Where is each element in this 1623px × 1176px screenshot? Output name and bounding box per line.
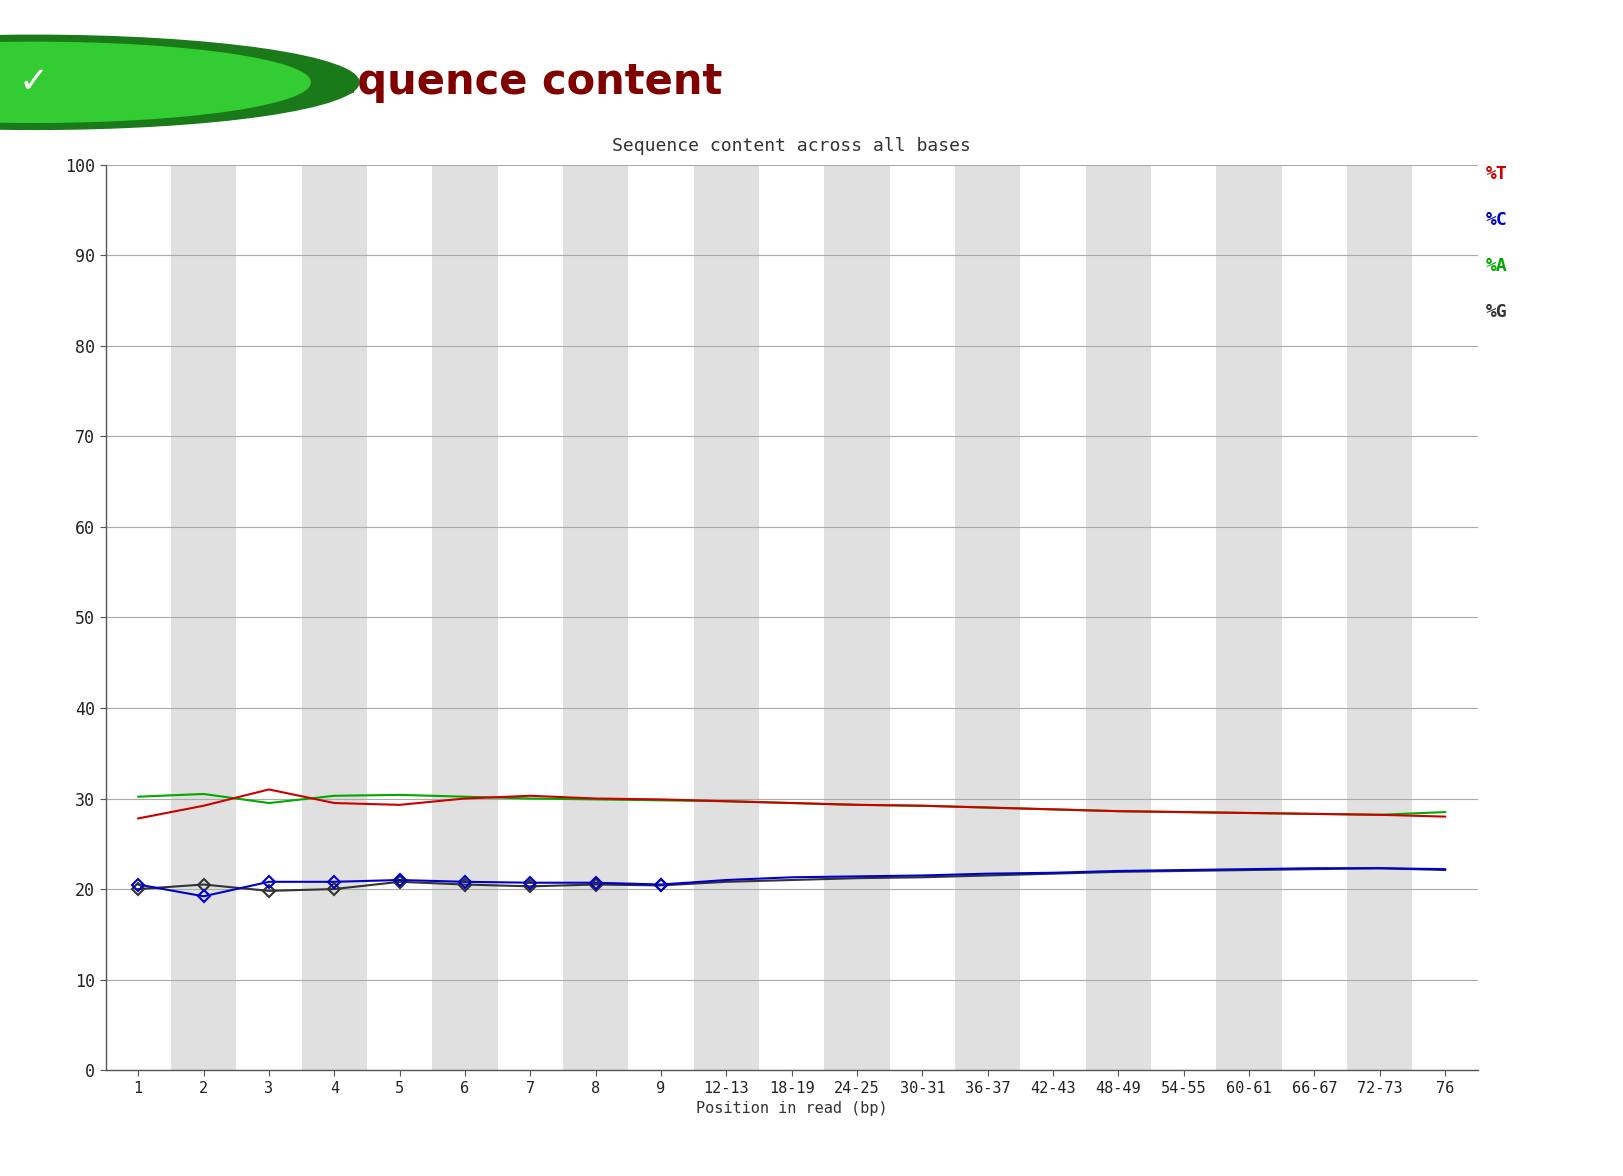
Title: Sequence content across all bases: Sequence content across all bases: [612, 136, 971, 155]
Bar: [628, 165, 693, 1070]
Bar: [954, 165, 1019, 1070]
Text: %T: %T: [1485, 165, 1506, 182]
Bar: [105, 165, 170, 1070]
Circle shape: [0, 42, 310, 122]
Bar: [497, 165, 563, 1070]
Bar: [824, 165, 889, 1070]
Text: %G: %G: [1485, 303, 1506, 321]
X-axis label: Position in read (bp): Position in read (bp): [696, 1101, 886, 1116]
Bar: [693, 165, 758, 1070]
Bar: [1019, 165, 1086, 1070]
Bar: [1151, 165, 1216, 1070]
Bar: [1347, 165, 1412, 1070]
Bar: [1216, 165, 1281, 1070]
Text: ✓: ✓: [19, 66, 49, 99]
Bar: [367, 165, 432, 1070]
Text: Per base sequence content: Per base sequence content: [86, 61, 722, 103]
Bar: [1281, 165, 1347, 1070]
Bar: [563, 165, 628, 1070]
Bar: [170, 165, 235, 1070]
Bar: [889, 165, 954, 1070]
Bar: [758, 165, 824, 1070]
Text: %A: %A: [1485, 256, 1506, 275]
Bar: [432, 165, 497, 1070]
Bar: [235, 165, 302, 1070]
Bar: [1412, 165, 1477, 1070]
Text: %C: %C: [1485, 211, 1506, 229]
Circle shape: [0, 35, 359, 129]
Bar: [1086, 165, 1151, 1070]
Bar: [302, 165, 367, 1070]
